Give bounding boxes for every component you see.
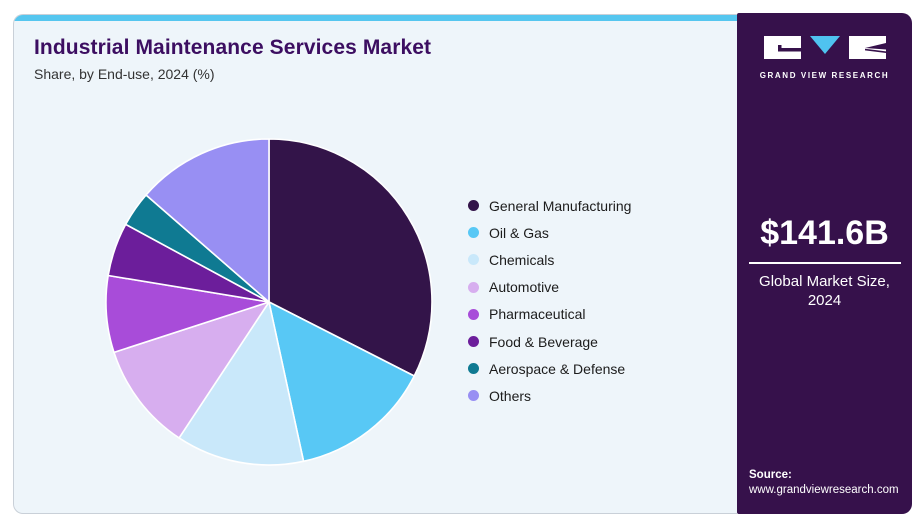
- legend-label: General Manufacturing: [489, 197, 632, 214]
- market-size-value: $141.6B: [760, 214, 889, 252]
- pie-slice-oil-gas: [268, 301, 416, 463]
- brand-name: GRAND VIEW RESEARCH: [759, 71, 890, 80]
- pie-slice-automotive: [113, 301, 270, 439]
- pie-slice-others: [145, 138, 270, 303]
- legend-dot-icon: [468, 363, 479, 375]
- legend-dot-icon: [468, 308, 479, 320]
- legend: General Manufacturing Oil & Gas Chemicals A…: [468, 192, 631, 410]
- legend-dot-icon: [468, 281, 479, 293]
- gvr-logo-icon: [763, 36, 886, 59]
- legend-dot-icon: [468, 336, 479, 348]
- legend-label: Oil & Gas: [489, 224, 549, 241]
- chart-card: Industrial Maintenance Services Market S…: [13, 14, 737, 514]
- page-subtitle: Share, by End-use, 2024 (%): [34, 66, 215, 82]
- legend-label: Others: [489, 387, 532, 404]
- legend-item-aerospace-defense: Aerospace & Defense: [468, 355, 631, 382]
- pie-slice-chemicals: [178, 301, 305, 466]
- legend-item-chemicals: Chemicals: [468, 246, 631, 273]
- legend-label: Pharmaceutical: [489, 306, 586, 323]
- legend-label: Automotive: [489, 279, 560, 296]
- legend-item-pharmaceutical: Pharmaceutical: [468, 301, 631, 328]
- legend-dot-icon: [468, 200, 479, 212]
- legend-dot-icon: [468, 227, 479, 239]
- legend-item-food-beverage: Food & Beverage: [468, 328, 631, 355]
- legend-item-oil-gas: Oil & Gas: [468, 219, 631, 246]
- pie-chart: [99, 132, 439, 472]
- legend-label: Food & Beverage: [489, 333, 598, 350]
- legend-label: Chemicals: [489, 251, 555, 268]
- page-title: Industrial Maintenance Services Market: [34, 36, 432, 59]
- source-url: www.grandviewresearch.com: [749, 484, 899, 496]
- legend-label: Aerospace & Defense: [489, 360, 626, 377]
- legend-item-others: Others: [468, 382, 631, 409]
- accent-bar: [14, 15, 737, 21]
- source-label: Source:: [749, 469, 792, 481]
- pie-slice-general-manufacturing: [268, 138, 433, 377]
- legend-dot-icon: [468, 254, 479, 266]
- source-block: Source: www.grandviewresearch.com: [749, 468, 899, 498]
- sidebar: GRAND VIEW RESEARCH $141.6B Global Marke…: [737, 13, 912, 514]
- header: Industrial Maintenance Services Market S…: [34, 35, 431, 83]
- pie-chart-svg: [105, 138, 433, 466]
- market-size-divider: [748, 262, 901, 264]
- market-size-block: $141.6B Global Market Size, 2024: [737, 213, 912, 310]
- legend-dot-icon: [468, 390, 479, 402]
- legend-item-automotive: Automotive: [468, 274, 631, 301]
- legend-item-general-manufacturing: General Manufacturing: [468, 192, 631, 219]
- gvr-logo: GRAND VIEW RESEARCH: [737, 36, 912, 80]
- market-size-label: Global Market Size, 2024: [759, 273, 890, 309]
